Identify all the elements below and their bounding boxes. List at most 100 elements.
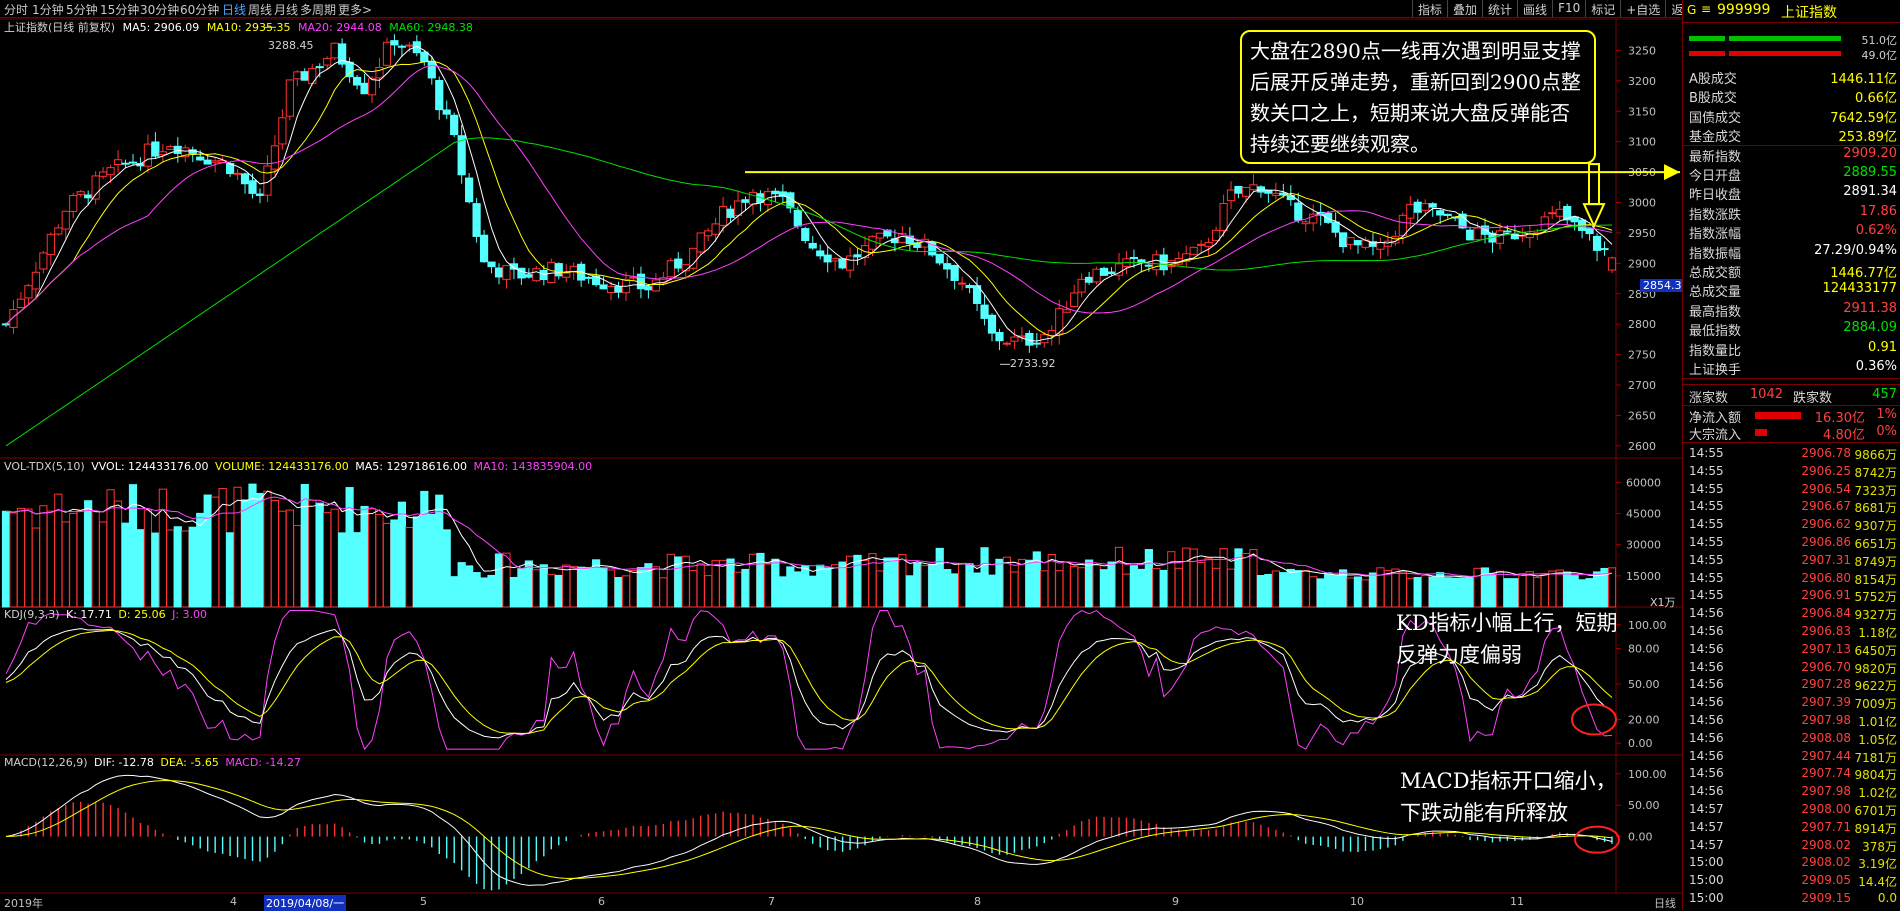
tool-draw-button[interactable]: 画线 xyxy=(1517,0,1552,17)
tool-f10-button[interactable]: F10 xyxy=(1552,0,1585,17)
candle-body xyxy=(831,258,840,262)
tick-row: 14:57 2907.71 8914万 xyxy=(1683,820,1900,838)
tool-add-watchlist-button[interactable]: +自选 xyxy=(1620,0,1665,17)
candle-body xyxy=(972,285,982,304)
volume-bar xyxy=(1137,568,1146,608)
period-tab-multi[interactable]: 多周期 xyxy=(300,3,337,17)
volume-bar xyxy=(1458,577,1467,608)
volume-unit-label: X1万 xyxy=(1650,596,1676,609)
volume-bar xyxy=(173,526,182,608)
period-tab-weekly[interactable]: 周线 xyxy=(248,3,273,17)
tick-time: 14:57 xyxy=(1689,837,1724,852)
tick-time: 14:55 xyxy=(1689,446,1724,460)
candle-body xyxy=(151,141,160,157)
volume-bar xyxy=(1197,562,1206,608)
candle-body xyxy=(1480,225,1490,235)
quote-row-value: 17.86 xyxy=(1859,203,1897,219)
tool-indicator-button[interactable]: 指标 xyxy=(1412,0,1447,17)
vol-tick-label: 60000 xyxy=(1626,476,1661,489)
menu-icon[interactable]: ≡ xyxy=(1701,2,1712,16)
tick-price: 2907.31 xyxy=(1801,552,1851,567)
price-tick-label: 2700 xyxy=(1628,379,1656,392)
period-tab-fenshi[interactable]: 分时 xyxy=(4,3,29,17)
volume-bar xyxy=(278,510,287,608)
main-title-ma60: MA60: 2948.38 xyxy=(389,21,473,34)
tick-row: 14:56 2907.44 7181万 xyxy=(1683,749,1900,767)
vol-ma10-line xyxy=(5,496,1613,577)
tick-price: 2906.84 xyxy=(1801,606,1851,621)
tick-time: 14:56 xyxy=(1689,748,1724,763)
tick-volume: 9866万 xyxy=(1854,448,1897,462)
tick-price: 2907.98 xyxy=(1801,713,1851,727)
volume-bar xyxy=(248,483,257,608)
flow-value: 16.30亿 xyxy=(1814,411,1865,426)
candle-body xyxy=(1570,216,1579,223)
volume-bar xyxy=(562,564,571,608)
quote-row-value: 27.29/0.94% xyxy=(1814,242,1897,258)
quote-row-label: 指数振幅 xyxy=(1689,246,1742,262)
period-tab-more[interactable]: 更多> xyxy=(338,3,373,17)
macd-panel-title: MACD(12,26,9) DIF: -12.78 DEA: -5.65 MAC… xyxy=(4,756,301,769)
volume-bar xyxy=(1391,568,1400,608)
candle-body xyxy=(293,71,302,80)
bar-top-value: 51.0亿 xyxy=(1861,34,1898,47)
tool-stats-button[interactable]: 统计 xyxy=(1482,0,1517,17)
tick-time: 14:56 xyxy=(1689,641,1724,656)
low-price-label: 2733.92 xyxy=(1010,357,1056,370)
quote-row-label: 今日开盘 xyxy=(1689,169,1742,184)
period-tab-30min[interactable]: 30分钟 xyxy=(140,3,180,17)
volume-bar xyxy=(890,557,900,608)
tick-price: 2906.86 xyxy=(1801,535,1851,549)
candle-body xyxy=(1428,203,1437,208)
tick-volume: 378万 xyxy=(1862,839,1897,854)
candle-body xyxy=(1324,212,1333,223)
vol-tick-label: 45000 xyxy=(1626,508,1661,521)
candle-body xyxy=(1047,329,1056,336)
candle-body xyxy=(24,285,33,299)
volume-bar xyxy=(584,566,593,608)
index-code: 999999 xyxy=(1717,2,1771,18)
kdj-tick-label: 80.00 xyxy=(1628,642,1660,655)
period-tab-monthly[interactable]: 月线 xyxy=(274,3,299,17)
period-indicator[interactable]: 日线 xyxy=(1654,897,1676,910)
volume-bar xyxy=(360,505,369,608)
tick-time: 14:56 xyxy=(1689,766,1724,781)
quote-row-label: 指数涨幅 xyxy=(1689,227,1742,243)
volume-bar xyxy=(487,574,496,608)
tool-mark-button[interactable]: 标记 xyxy=(1585,0,1620,17)
tick-volume: 6651万 xyxy=(1854,537,1897,551)
volume-bar xyxy=(1495,570,1505,608)
candle-body xyxy=(696,232,705,253)
period-tab-15min[interactable]: 15分钟 xyxy=(100,3,140,17)
tick-row: 15:00 2909.05 14.4亿 xyxy=(1683,873,1900,891)
tool-overlay-button[interactable]: 叠加 xyxy=(1447,0,1482,17)
volume-bar xyxy=(1585,578,1594,608)
candle-body xyxy=(442,109,451,115)
volume-bar xyxy=(1062,561,1071,608)
volume-bar xyxy=(1,510,11,608)
candle-body xyxy=(1436,210,1445,216)
volume-bar xyxy=(472,572,481,608)
kline-chart[interactable]: 2600265027002750280028502900295030003050… xyxy=(0,0,1682,910)
volume-bar xyxy=(577,566,586,608)
candle-body xyxy=(965,284,974,289)
volume-bar xyxy=(84,500,93,608)
period-tab-60min[interactable]: 60分钟 xyxy=(180,3,220,17)
volume-bar xyxy=(1070,566,1079,608)
flow-label: 大宗流入 xyxy=(1689,428,1742,443)
period-tab-5min[interactable]: 5分钟 xyxy=(66,3,98,17)
candle-body xyxy=(711,223,720,235)
tick-volume: 8749万 xyxy=(1854,554,1897,569)
period-tab-1min[interactable]: 1分钟 xyxy=(32,3,64,17)
volume-bar xyxy=(823,567,832,608)
volume-bar xyxy=(46,510,55,608)
vol-panel-title: VOL-TDX(5,10) VVOL: 124433176.00 VOLUME:… xyxy=(4,460,592,473)
volume-bar xyxy=(629,569,638,608)
volume-bar xyxy=(1465,577,1475,608)
volume-bar xyxy=(1047,554,1056,608)
candle-body xyxy=(405,44,414,47)
period-tab-daily[interactable]: 日线 xyxy=(222,3,247,17)
volume-bar xyxy=(1099,569,1109,608)
quote-row: 最新指数 2909.20 xyxy=(1683,146,1900,165)
tick-time: 14:55 xyxy=(1689,552,1724,567)
